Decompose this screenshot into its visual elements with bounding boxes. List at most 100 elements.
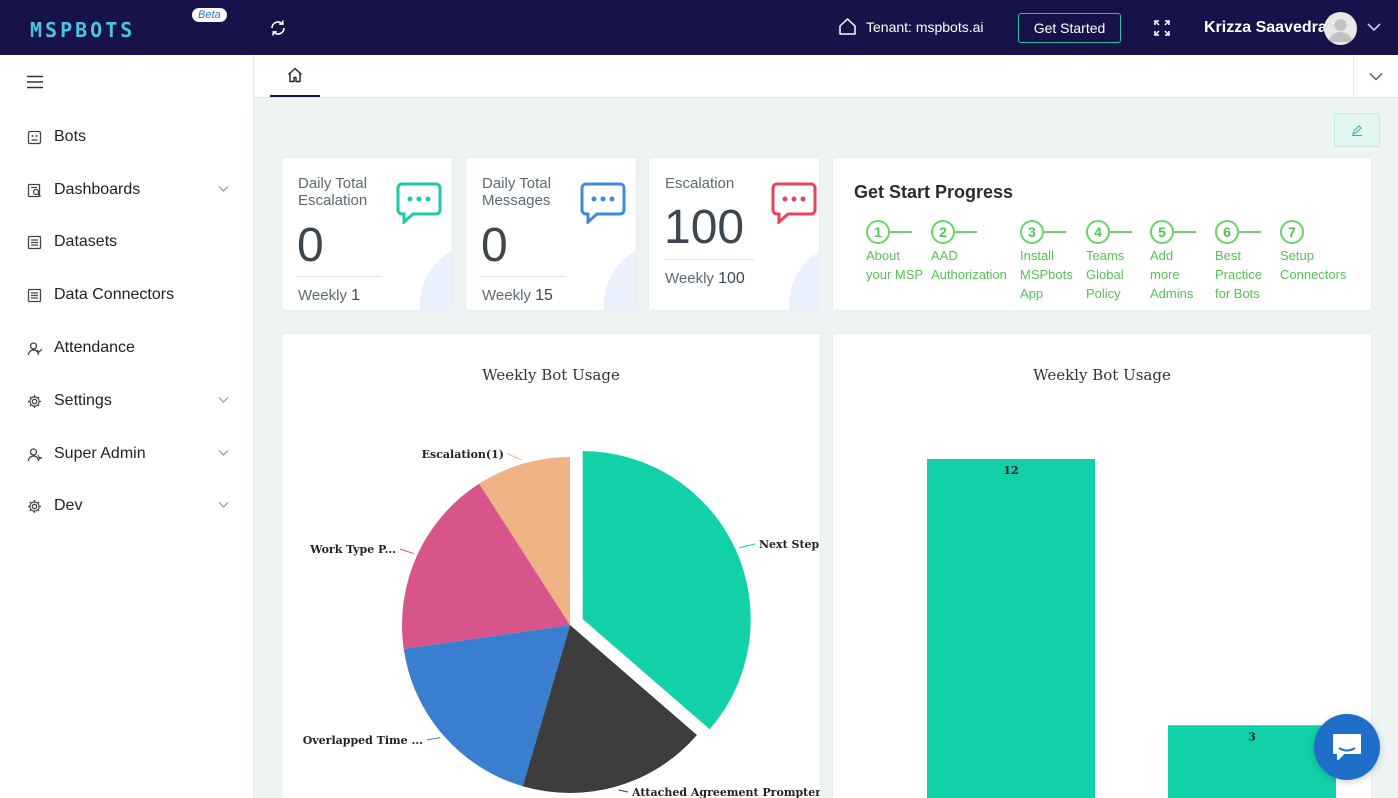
chat-icon xyxy=(1333,734,1361,760)
refresh-icon[interactable] xyxy=(269,19,287,37)
pie-slice-label: Overlapped Time ... xyxy=(303,734,423,747)
step-7-label[interactable]: Setup Connectors xyxy=(1280,248,1347,282)
fullscreen-icon[interactable] xyxy=(1154,20,1170,36)
step-2-circle[interactable]: 2 xyxy=(931,220,955,244)
dashboard-icon xyxy=(27,183,41,197)
card-decoration xyxy=(789,244,819,310)
step-7-circle[interactable]: 7 xyxy=(1280,220,1304,244)
pie-slice[interactable] xyxy=(522,625,697,793)
step-3-label[interactable]: Install MSPbots App xyxy=(1020,248,1073,301)
sidebar-item-label: Settings xyxy=(54,392,112,409)
tenant-label: Tenant: mspbots.ai xyxy=(866,18,984,35)
step-5-label[interactable]: Add more Admins xyxy=(1150,248,1194,301)
get-started-button[interactable]: Get Started xyxy=(1018,13,1121,43)
get-start-progress-card: Get Start Progress 1 About your MSP 2 AA… xyxy=(832,157,1372,311)
sidebar-item-bots[interactable]: Bots xyxy=(0,117,253,157)
tab-dropdown-button[interactable] xyxy=(1353,55,1398,97)
sidebar-item-super-admin[interactable]: Super Admin xyxy=(0,434,253,474)
chevron-down-icon xyxy=(1369,72,1383,80)
sidebar-item-data-connectors[interactable]: Data Connectors xyxy=(0,275,253,315)
step-4-circle[interactable]: 4 xyxy=(1086,220,1110,244)
stat-label: Escalation xyxy=(665,175,735,192)
tab-bar xyxy=(254,55,1398,98)
chevron-down-icon[interactable] xyxy=(1367,22,1381,32)
tab-home[interactable] xyxy=(270,55,320,97)
sidebar-item-settings[interactable]: Settings xyxy=(0,381,253,421)
card-decoration xyxy=(604,244,636,310)
gear-icon xyxy=(28,394,41,408)
bar[interactable] xyxy=(1168,725,1336,798)
pencil-icon xyxy=(1352,125,1362,136)
pie-leader-line xyxy=(426,737,441,741)
user-name[interactable]: Krizza Saavedra xyxy=(1204,19,1327,36)
pie-slice-label: Escalation(1) xyxy=(422,448,504,461)
step-1-circle[interactable]: 1 xyxy=(866,220,890,244)
pie-leader-line xyxy=(399,548,414,555)
sidebar-item-attendance[interactable]: Attendance xyxy=(0,328,253,368)
step-connector xyxy=(1110,231,1132,233)
sidebar-item-dev[interactable]: Dev xyxy=(0,486,253,526)
chart-title: Weekly Bot Usage xyxy=(482,366,620,384)
step-6-label[interactable]: Best Practice for Bots xyxy=(1215,248,1262,301)
stat-weekly-value: 15 xyxy=(535,287,553,304)
bar-chart: 12 3 xyxy=(927,459,1336,798)
pie-slice[interactable] xyxy=(582,451,751,730)
stat-label: Daily Total Messages xyxy=(482,175,551,209)
sidebar-item-label: Data Connectors xyxy=(54,286,175,303)
progress-title: Get Start Progress xyxy=(854,182,1014,202)
step-2-label[interactable]: AAD Authorization xyxy=(931,248,1007,282)
bot-icon xyxy=(27,130,42,144)
step-4-label[interactable]: Teams Global Policy xyxy=(1086,248,1125,301)
stat-weekly-value: 100 xyxy=(718,270,745,287)
stat-value: 0 xyxy=(481,219,508,272)
step-5-circle[interactable]: 5 xyxy=(1150,220,1174,244)
bar[interactable] xyxy=(927,459,1095,798)
bar-value-label: 12 xyxy=(1003,464,1018,477)
stat-card-escalation: Escalation 100 Weekly 100 xyxy=(648,157,820,311)
divider xyxy=(664,259,754,260)
connector-icon xyxy=(27,288,42,302)
sidebar-item-label: Attendance xyxy=(54,339,135,356)
step-1-label[interactable]: About your MSP xyxy=(866,248,924,282)
step-connector xyxy=(1044,231,1066,233)
pie-slice[interactable] xyxy=(403,625,570,787)
card-decoration xyxy=(420,244,452,310)
tenant-indicator: Tenant: mspbots.ai xyxy=(838,17,984,36)
chevron-down-icon[interactable] xyxy=(218,396,229,404)
stat-weekly: Weekly 100 xyxy=(665,270,745,288)
avatar[interactable] xyxy=(1324,12,1357,45)
chevron-down-icon[interactable] xyxy=(218,501,229,509)
chat-widget-button[interactable] xyxy=(1314,714,1380,780)
pie-leader-line xyxy=(507,453,522,461)
chat-bubble-icon xyxy=(771,182,817,224)
stat-label: Daily Total Escalation xyxy=(298,175,368,209)
stat-weekly: Weekly 1 xyxy=(298,287,360,305)
step-3-circle[interactable]: 3 xyxy=(1020,220,1044,244)
dataset-icon xyxy=(27,235,42,249)
stat-weekly-label: Weekly xyxy=(482,287,531,304)
chevron-down-icon[interactable] xyxy=(218,185,229,193)
super-admin-icon xyxy=(27,447,42,461)
edit-dashboard-button[interactable] xyxy=(1334,113,1380,147)
step-connector xyxy=(890,231,912,233)
divider xyxy=(297,276,381,277)
user-avatar-icon xyxy=(1329,19,1352,42)
hamburger-menu-icon[interactable] xyxy=(27,75,43,89)
pie-slice[interactable] xyxy=(402,483,570,649)
step-connector xyxy=(955,231,977,233)
bar-value-label: 3 xyxy=(1248,730,1256,743)
pie-slice-label: Next Step P... xyxy=(759,538,821,551)
bar-chart-card: Weekly Bot Usage 12 3 xyxy=(832,333,1372,798)
chevron-down-icon[interactable] xyxy=(218,449,229,457)
logo-text: MSPBOTS xyxy=(30,18,136,42)
chart-title: Weekly Bot Usage xyxy=(1033,366,1171,384)
stat-weekly: Weekly 15 xyxy=(482,287,553,305)
step-6-circle[interactable]: 6 xyxy=(1215,220,1239,244)
sidebar: Bots Dashboards Datasets Data Connectors… xyxy=(0,55,254,798)
sidebar-item-label: Super Admin xyxy=(54,445,146,462)
pie-slice[interactable] xyxy=(479,457,570,625)
sidebar-item-dashboards[interactable]: Dashboards xyxy=(0,170,253,210)
sidebar-item-datasets[interactable]: Datasets xyxy=(0,222,253,262)
pie-chart: Next Step P... Attached Agreement Prompte… xyxy=(303,448,821,798)
home-icon xyxy=(839,18,856,35)
